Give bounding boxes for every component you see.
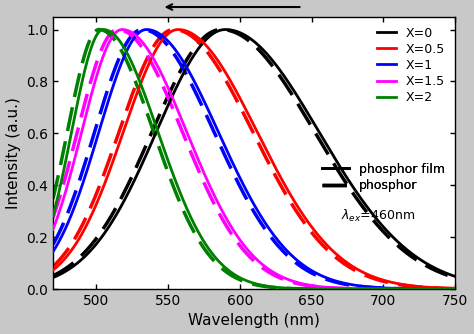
Text: $\lambda_{ex}$=460nm: $\lambda_{ex}$=460nm xyxy=(341,207,415,223)
Legend: phosphor film, phosphor: phosphor film, phosphor xyxy=(318,159,449,196)
X-axis label: Wavelength (nm): Wavelength (nm) xyxy=(188,313,320,328)
Y-axis label: Intensity (a.u.): Intensity (a.u.) xyxy=(6,97,20,209)
